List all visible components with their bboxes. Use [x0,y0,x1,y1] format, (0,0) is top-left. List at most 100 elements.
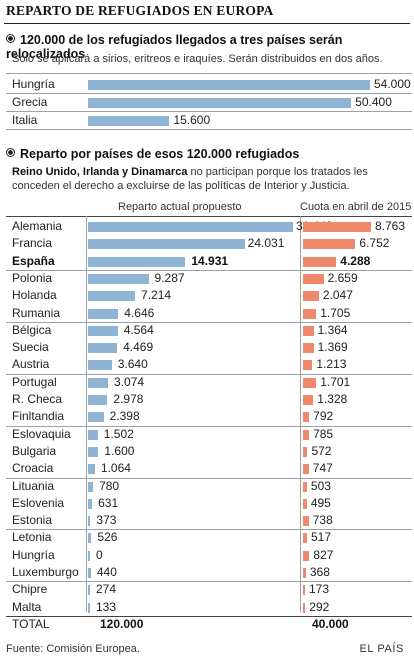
bar-cuota-austria [303,360,313,371]
value-actual-r-checa: 2.978 [113,392,144,406]
total-label: TOTAL [12,617,50,631]
value-actual-malta: 133 [96,599,117,614]
column-separator-left [86,216,87,612]
row-divider [6,111,412,112]
value-actual-portugal: 3.074 [114,374,145,389]
note-bold-countries: Reino Unido, Irlanda y Dinamarca [12,166,188,178]
value-actual-estonia: 373 [96,513,117,528]
group-divider [6,425,412,427]
value-italia: 15.600 [173,113,211,127]
bar-actual-estonia [88,516,91,527]
bar-actual-bulgaria [88,446,99,457]
value-cuota-holanda: 2.047 [322,288,353,303]
note-line2: conceden el derecho a excluirse de las p… [12,180,350,192]
value-hungria: 54.000 [374,77,411,91]
country-label-malta: Malta [12,599,42,614]
value-cuota-polonia: 2.659 [327,270,358,285]
country-label-austria: Austria [12,357,50,372]
bar-actual-alemania [88,222,293,232]
bar-cuota-belgica [303,325,314,336]
country-label-eslovaquia: Eslovaquia [12,426,71,441]
divider-line [6,73,412,74]
group-divider [6,529,412,531]
source-note: Fuente: Comisión Europea. [6,643,140,655]
value-actual-croacia: 1.064 [100,461,131,476]
bar-cuota-malta [303,602,306,613]
value-cuota-eslovenia: 495 [310,495,331,510]
bar-actual-lituania [88,481,94,492]
bar-actual-belgica [88,325,118,336]
country-label-suecia: Suecia [12,340,49,355]
bar-cuota-estonia [303,516,309,527]
bar-actual-eslovaquia [88,429,98,440]
value-cuota-lituania: 503 [310,478,331,493]
bar-cuota-letonia [303,533,307,544]
country-label-belgica: Bélgica [12,322,52,337]
bar-cuota-r-checa [303,395,314,405]
table-top-line [6,216,412,217]
value-cuota-austria: 1.213 [316,357,347,372]
value-actual-austria: 3.640 [117,357,148,372]
country-label-italia: Italia [12,113,38,127]
country-label-francia: Francia [12,236,53,251]
country-label-rumania: Rumania [12,305,61,320]
bar-actual-espana [88,256,186,267]
brand-logo: EL PAÍS [359,643,404,655]
bar-cuota-croacia [303,464,309,475]
value-actual-letonia: 526 [97,530,118,545]
bar-italia [88,116,170,126]
col-header-actual: Reparto actual propuesto [118,201,242,213]
value-cuota-francia: 6.752 [359,236,390,251]
value-cuota-alemania: 8.763 [375,219,406,233]
country-label-grecia: Grecia [12,95,48,109]
bar-cuota-bulgaria [303,446,308,457]
country-label-finltandia: Finltandia [12,409,65,424]
bar-cuota-portugal [303,377,317,388]
total-cuota: 40.000 [312,617,349,631]
value-actual-suecia: 4.469 [123,340,154,355]
bar-cuota-lituania [303,481,307,492]
value-cuota-espana: 4.288 [340,253,371,268]
col-header-cuota: Cuota en abril de 2015 [300,201,412,213]
bar-actual-letonia [88,533,92,544]
bar-actual-austria [88,360,112,371]
bar-hungria [88,80,370,90]
country-label-letonia: Letonia [12,530,52,545]
bar-cuota-holanda [303,291,319,302]
value-cuota-suecia: 1.369 [317,340,348,355]
value-actual-holanda: 7.214 [141,288,172,303]
section1-subtitle: Solo se aplicará a sirios, eritreos e ir… [12,53,383,65]
bar-actual-holanda [88,291,136,302]
bar-cuota-hungria [303,550,310,561]
country-label-eslovenia: Eslovenia [12,495,65,510]
bar-actual-chipre [88,585,90,596]
country-label-luxemburgo: Luxemburgo [12,565,79,579]
country-label-hungria: Hungría [12,547,55,562]
value-actual-luxemburgo: 440 [96,565,117,579]
bar-cuota-rumania [303,308,317,319]
bar-actual-eslovenia [88,498,93,509]
value-cuota-portugal: 1.701 [320,374,351,389]
value-cuota-chipre: 173 [309,582,330,597]
value-actual-chipre: 274 [96,582,117,597]
value-actual-eslovaquia: 1.502 [103,426,134,441]
bar-actual-croacia [88,464,95,475]
group-divider [6,321,412,323]
group-divider [6,615,412,617]
value-cuota-r-checa: 1.328 [317,392,348,406]
country-label-croacia: Croacia [12,461,54,476]
country-label-chipre: Chipre [12,582,48,597]
country-label-bulgaria: Bulgaria [12,443,57,458]
bar-actual-polonia [88,273,149,284]
bar-actual-malta [88,602,90,613]
value-cuota-malta: 292 [309,599,330,614]
bar-actual-suecia [88,343,118,354]
bar-actual-rumania [88,308,119,319]
row-divider [6,93,412,94]
total-actual: 120.000 [100,617,144,631]
column-separator-right [300,216,301,612]
value-cuota-belgica: 1.364 [317,322,348,337]
group-divider [6,477,412,479]
section1-heading: 120.000 de los refugiados llegados a tre… [6,33,414,61]
country-label-lituania: Lituania [12,478,55,493]
